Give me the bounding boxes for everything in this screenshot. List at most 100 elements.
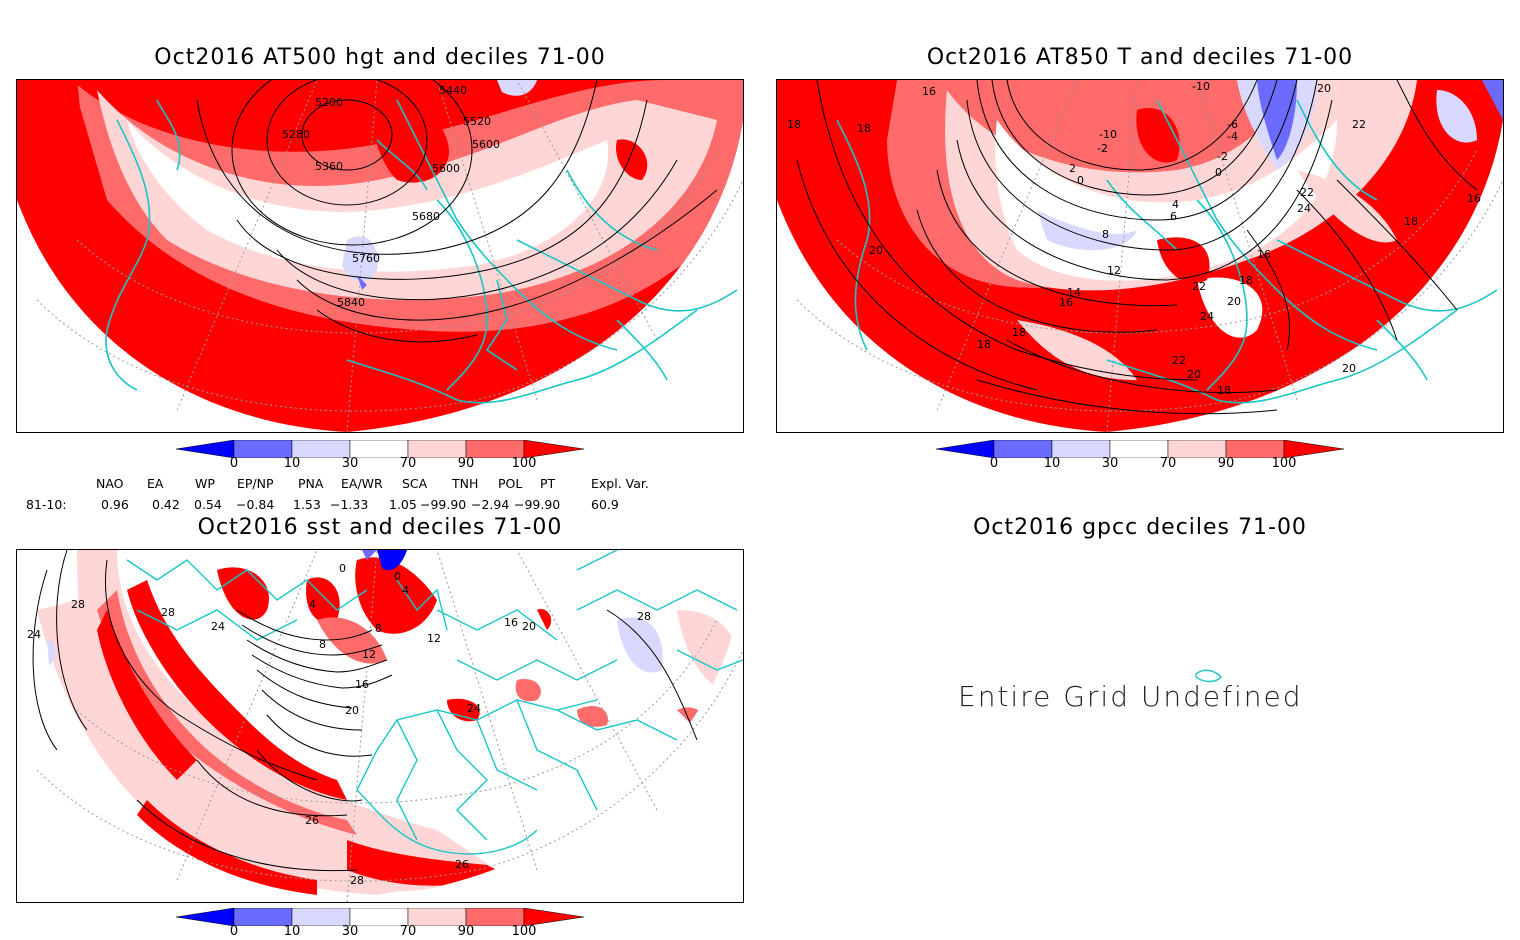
contour-label: -2 xyxy=(1217,150,1228,163)
contour-label: 14 xyxy=(1067,286,1081,299)
colorbar-hgt500: 0 10 30 70 90 100 xyxy=(175,439,586,476)
contour-label: -10 xyxy=(1192,80,1210,93)
index-value: 1.53 xyxy=(293,497,321,512)
index-header: PT xyxy=(540,476,556,491)
contour-label: -2 xyxy=(1097,142,1108,155)
contour-label: 18 xyxy=(1404,215,1418,228)
contour-label: -6 xyxy=(1227,118,1238,131)
contour-label: 5600 xyxy=(472,138,500,151)
contour-label: 18 xyxy=(977,338,991,351)
index-value: 0.42 xyxy=(152,497,180,512)
contour-label: 0 xyxy=(1215,166,1222,179)
index-header: PNA xyxy=(298,476,324,491)
index-header: EA xyxy=(147,476,164,491)
contour-label: 6 xyxy=(1170,210,1177,223)
colorbar-svg xyxy=(175,439,585,459)
contour-label: 5840 xyxy=(337,296,365,309)
contour-label: 4 xyxy=(1172,198,1179,211)
colorbar-tick: 0 xyxy=(989,456,999,471)
index-header: POL xyxy=(498,476,523,491)
panel-title-hgt500: Oct2016 AT500 hgt and deciles 71-00 xyxy=(154,45,606,70)
panel-title-sst: Oct2016 sst and deciles 71-00 xyxy=(197,515,563,540)
colorbar-tick: 100 xyxy=(511,456,537,471)
index-value: −2.94 xyxy=(471,497,510,512)
index-header: EP/NP xyxy=(237,476,274,491)
contour-label: 24 xyxy=(211,620,225,633)
map-sst: 28 24 28 24 0 4 0 4 8 8 12 16 20 12 16 2… xyxy=(17,550,743,902)
colorbar-tick: 10 xyxy=(1043,456,1061,471)
contour-label: -4 xyxy=(1227,130,1238,143)
index-value: −0.84 xyxy=(236,497,275,512)
contour-label: 5280 xyxy=(282,128,310,141)
contour-label: 16 xyxy=(355,678,369,691)
index-value: 1.05 xyxy=(389,497,417,512)
contour-label: 8 xyxy=(1102,228,1109,241)
index-header: EA/WR xyxy=(341,476,383,491)
map-hgt500: 5200 5280 5360 5440 5520 5600 5600 5680 … xyxy=(17,80,743,432)
index-value: 60.9 xyxy=(591,497,619,512)
colorbar-tick: 70 xyxy=(1159,456,1177,471)
contour-label: 24 xyxy=(1200,310,1214,323)
colorbar-tick: 0 xyxy=(229,924,239,939)
contour-label: 28 xyxy=(350,874,364,887)
contour-label: 5440 xyxy=(439,84,467,97)
contour-label: 24 xyxy=(467,702,481,715)
colorbar-tick: 30 xyxy=(341,924,359,939)
index-row-label: 81-10: xyxy=(26,497,67,512)
contour-label: 16 xyxy=(1467,192,1481,205)
index-header: NAO xyxy=(96,476,124,491)
contour-label: 16 xyxy=(922,85,936,98)
panel-title-t850: Oct2016 AT850 T and deciles 71-00 xyxy=(926,45,1354,70)
contour-label: 8 xyxy=(375,622,382,635)
contour-label: 4 xyxy=(402,584,409,597)
contour-label: 12 xyxy=(1107,264,1121,277)
contour-label: 12 xyxy=(427,632,441,645)
contour-label: 28 xyxy=(71,598,85,611)
index-value: −99.90 xyxy=(420,497,467,512)
contour-label: 5360 xyxy=(315,160,343,173)
contour-label: 0 xyxy=(1077,174,1084,187)
colorbar-tick: 30 xyxy=(1101,456,1119,471)
contour-label: 2 xyxy=(1069,162,1076,175)
contour-label: 26 xyxy=(455,858,469,871)
gpcc-coast-fragment xyxy=(1195,669,1222,683)
contour-label: 20 xyxy=(1227,295,1241,308)
contour-label: 12 xyxy=(362,648,376,661)
index-header: SCA xyxy=(402,476,428,491)
contour-label: 16 xyxy=(504,616,518,629)
colorbar-sst: 0 10 30 70 90 100 xyxy=(175,907,586,940)
contour-label: 16 xyxy=(1257,248,1271,261)
colorbar-svg xyxy=(935,439,1345,459)
contour-label: 20 xyxy=(522,620,536,633)
contour-label: 4 xyxy=(309,598,316,611)
index-value: 0.54 xyxy=(194,497,222,512)
contour-label: 26 xyxy=(305,814,319,827)
contour-label: 28 xyxy=(637,610,651,623)
colorbar-tick: 90 xyxy=(457,924,475,939)
contour-label: 22 xyxy=(1352,118,1366,131)
colorbar-tick: 0 xyxy=(229,456,239,471)
contour-label: 5520 xyxy=(463,115,491,128)
gpcc-panel xyxy=(776,549,1502,901)
colorbar-tick: 100 xyxy=(511,924,537,939)
map-panel-hgt500: 5200 5280 5360 5440 5520 5600 5600 5680 … xyxy=(16,79,744,433)
index-value: −99.90 xyxy=(514,497,561,512)
contour-label: 16 xyxy=(1059,296,1073,309)
colorbar-tick: 90 xyxy=(457,456,475,471)
index-value: −1.33 xyxy=(330,497,369,512)
contour-label: 18 xyxy=(1217,384,1231,397)
index-header: Expl. Var. xyxy=(591,476,649,491)
contour-label: 5680 xyxy=(412,210,440,223)
contour-label: 20 xyxy=(1187,368,1201,381)
contour-label: 20 xyxy=(869,244,883,257)
panel-title-gpcc: Oct2016 gpcc deciles 71-00 xyxy=(973,515,1307,540)
contour-label: 5760 xyxy=(352,252,380,265)
colorbar-tick: 70 xyxy=(399,924,417,939)
contour-label: 18 xyxy=(1012,326,1026,339)
contour-label: 22 xyxy=(1300,186,1314,199)
contour-label: 5600 xyxy=(432,162,460,175)
contour-label: 5200 xyxy=(315,96,343,109)
undefined-grid-message: Entire Grid Undefined xyxy=(958,680,1303,713)
colorbar-tick: 100 xyxy=(1271,456,1297,471)
contour-label: 24 xyxy=(27,628,41,641)
